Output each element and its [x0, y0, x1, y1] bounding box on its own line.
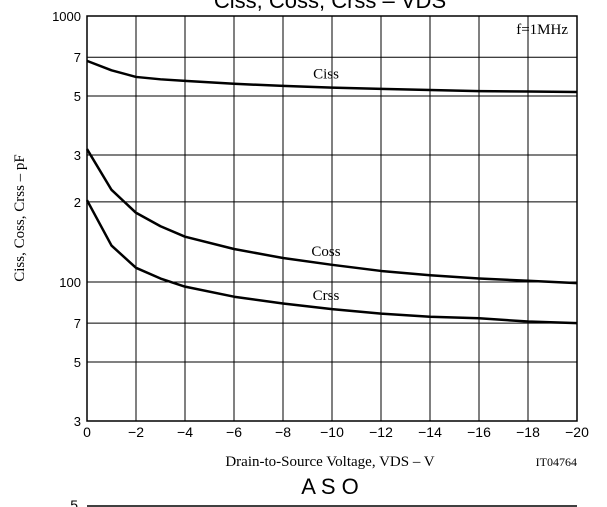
- curve-label: Crss: [313, 288, 340, 304]
- y-axis-label: Ciss, Coss, Crss – pF: [12, 154, 28, 282]
- curve: [86, 59, 578, 94]
- x-tick-label: −20: [565, 424, 589, 440]
- x-tick-label: −10: [320, 424, 344, 440]
- x-tick-label: −8: [275, 424, 291, 440]
- annotation: IT04764: [536, 455, 577, 469]
- x-tick-label: −14: [418, 424, 442, 440]
- annotation: f=1MHz: [516, 22, 568, 38]
- x-tick-label: −2: [128, 424, 144, 440]
- curve: [85, 148, 578, 285]
- x-axis-label: Drain-to-Source Voltage, VDS – V: [225, 454, 434, 470]
- x-tick-label: −6: [226, 424, 242, 440]
- y-tick-label: 3: [74, 414, 81, 429]
- y-tick-label: 100: [59, 275, 81, 290]
- curve-label: Coss: [311, 244, 340, 260]
- next-chart-tick: 5: [70, 497, 78, 507]
- x-tick-label: 0: [83, 424, 91, 440]
- curve: [85, 199, 578, 325]
- y-tick-label: 7: [74, 50, 81, 65]
- curve-label: Ciss: [313, 67, 339, 83]
- chart-title: Ciss, Coss, Crss – VDS: [214, 0, 446, 13]
- y-tick-label: 2: [74, 195, 81, 210]
- y-tick-label: 1000: [52, 9, 81, 24]
- x-tick-label: −4: [177, 424, 193, 440]
- y-tick-label: 3: [74, 148, 81, 163]
- next-chart-title: A S O: [301, 474, 358, 499]
- y-tick-label: 5: [74, 355, 81, 370]
- y-tick-label: 5: [74, 89, 81, 104]
- x-tick-label: −12: [369, 424, 393, 440]
- x-tick-label: −16: [467, 424, 491, 440]
- y-tick-label: 7: [74, 316, 81, 331]
- x-tick-label: −18: [516, 424, 540, 440]
